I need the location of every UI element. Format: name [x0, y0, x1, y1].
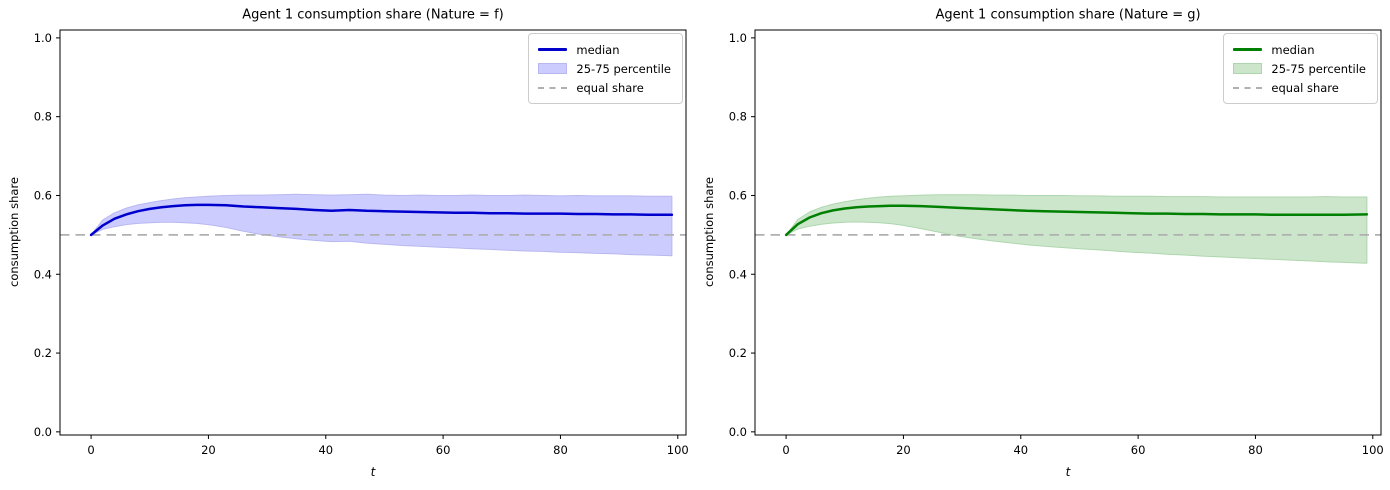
- legend-label-percentile: 25-75 percentile: [576, 61, 671, 76]
- plot-area: 0.0 0.2 0.4 0.6 0.8 1.0 0 20 40 60 80 100: [34, 29, 689, 457]
- chart-panel-nature-f: Agent 1 consumption share (Nature = f) c…: [7, 7, 689, 479]
- legend-item-median: median: [1233, 40, 1366, 59]
- svg-text:100: 100: [1362, 443, 1384, 457]
- median-line-swatch: [538, 48, 568, 51]
- svg-text:0: 0: [782, 443, 789, 457]
- legend: median 25-75 percentile equal share: [1223, 33, 1378, 104]
- svg-text:0.2: 0.2: [729, 346, 747, 360]
- legend-item-percentile-band: 25-75 percentile: [1233, 59, 1366, 78]
- svg-text:0.4: 0.4: [34, 267, 52, 281]
- chart-title: Agent 1 consumption share (Nature = f): [242, 7, 504, 23]
- svg-text:0.2: 0.2: [34, 346, 52, 360]
- svg-text:0.6: 0.6: [729, 188, 747, 202]
- legend-label-percentile: 25-75 percentile: [1271, 61, 1366, 76]
- svg-text:0.0: 0.0: [729, 425, 747, 439]
- svg-text:60: 60: [436, 443, 451, 457]
- svg-text:0.8: 0.8: [34, 110, 52, 124]
- svg-text:20: 20: [201, 443, 216, 457]
- legend-item-percentile-band: 25-75 percentile: [538, 59, 671, 78]
- legend-label-equal-share: equal share: [576, 80, 644, 95]
- svg-text:0.6: 0.6: [34, 188, 52, 202]
- svg-text:0: 0: [87, 443, 94, 457]
- legend-item-equal-share: equal share: [538, 78, 671, 97]
- svg-text:1.0: 1.0: [34, 31, 52, 45]
- svg-text:20: 20: [896, 443, 911, 457]
- percentile-band-swatch: [538, 63, 568, 74]
- chart-panel-nature-g: Agent 1 consumption share (Nature = g) c…: [695, 0, 1390, 490]
- svg-text:80: 80: [553, 443, 568, 457]
- chart-title: Agent 1 consumption share (Nature = g): [935, 7, 1201, 23]
- median-line-swatch: [1233, 48, 1263, 51]
- legend-label-median: median: [1271, 42, 1315, 57]
- legend: median 25-75 percentile equal share: [528, 33, 683, 104]
- legend-label-equal-share: equal share: [1271, 80, 1339, 95]
- svg-text:0.4: 0.4: [729, 267, 747, 281]
- svg-text:40: 40: [1013, 443, 1028, 457]
- legend-item-median: median: [538, 40, 671, 59]
- svg-text:100: 100: [667, 443, 689, 457]
- legend-label-median: median: [576, 42, 620, 57]
- x-axis-label: t: [370, 465, 376, 479]
- svg-text:0.0: 0.0: [34, 425, 52, 439]
- svg-text:40: 40: [318, 443, 333, 457]
- svg-text:1.0: 1.0: [729, 31, 747, 45]
- x-axis-label: t: [1065, 465, 1071, 479]
- equal-share-dash-swatch: [538, 86, 568, 89]
- svg-text:0.8: 0.8: [729, 110, 747, 124]
- svg-text:80: 80: [1248, 443, 1263, 457]
- equal-share-dash-swatch: [1233, 86, 1263, 89]
- percentile-band-swatch: [1233, 63, 1263, 74]
- svg-text:60: 60: [1131, 443, 1146, 457]
- legend-item-equal-share: equal share: [1233, 78, 1366, 97]
- plot-area: 0.0 0.2 0.4 0.6 0.8 1.0 0 20 40 60 80 100: [729, 29, 1384, 457]
